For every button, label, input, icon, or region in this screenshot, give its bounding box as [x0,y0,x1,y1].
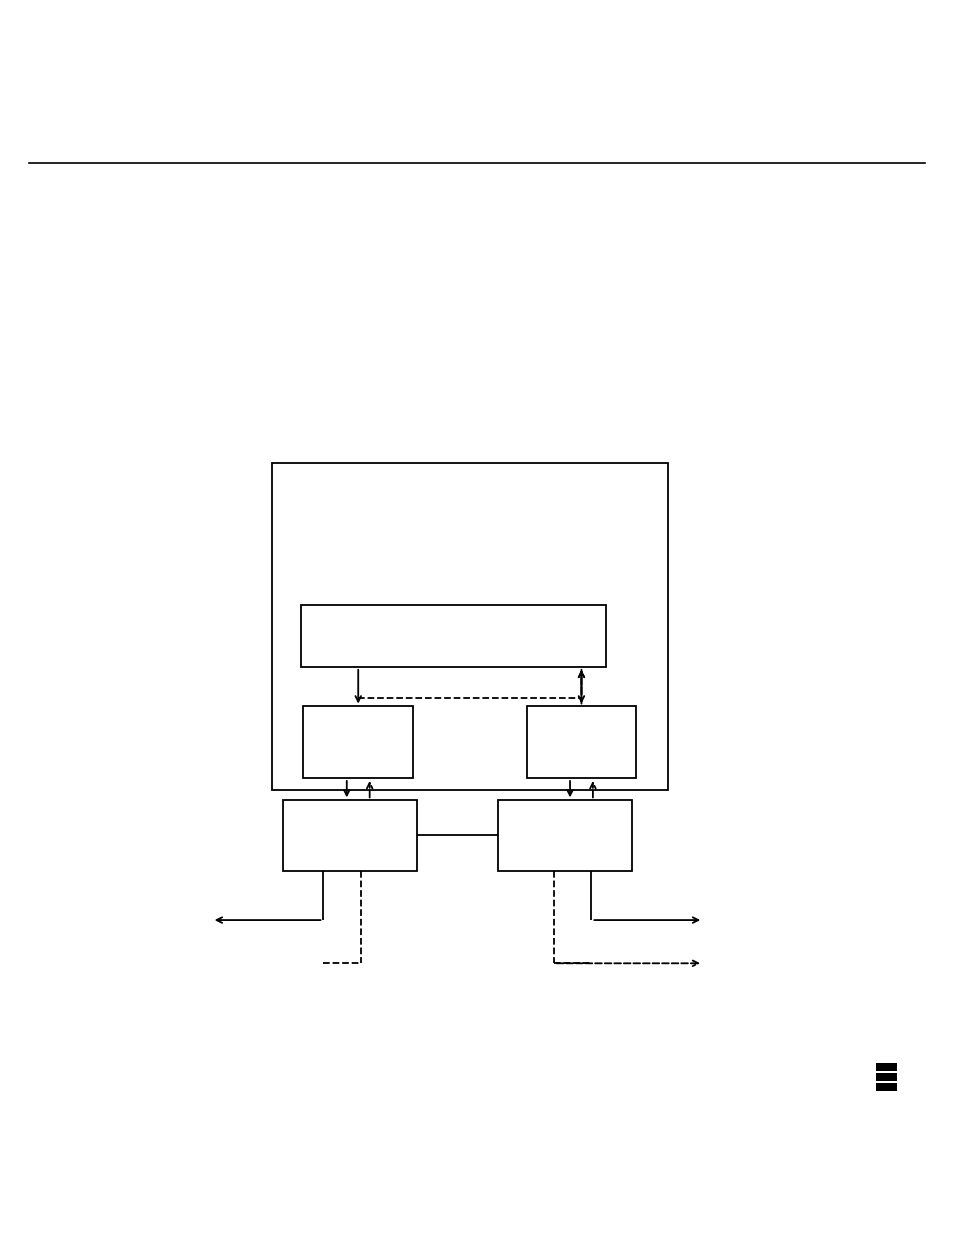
FancyBboxPatch shape [497,800,631,871]
FancyBboxPatch shape [303,706,413,778]
FancyBboxPatch shape [875,1083,896,1091]
FancyBboxPatch shape [300,605,605,667]
FancyBboxPatch shape [272,463,667,790]
FancyBboxPatch shape [283,800,416,871]
FancyBboxPatch shape [526,706,636,778]
FancyBboxPatch shape [875,1073,896,1081]
FancyBboxPatch shape [875,1063,896,1071]
